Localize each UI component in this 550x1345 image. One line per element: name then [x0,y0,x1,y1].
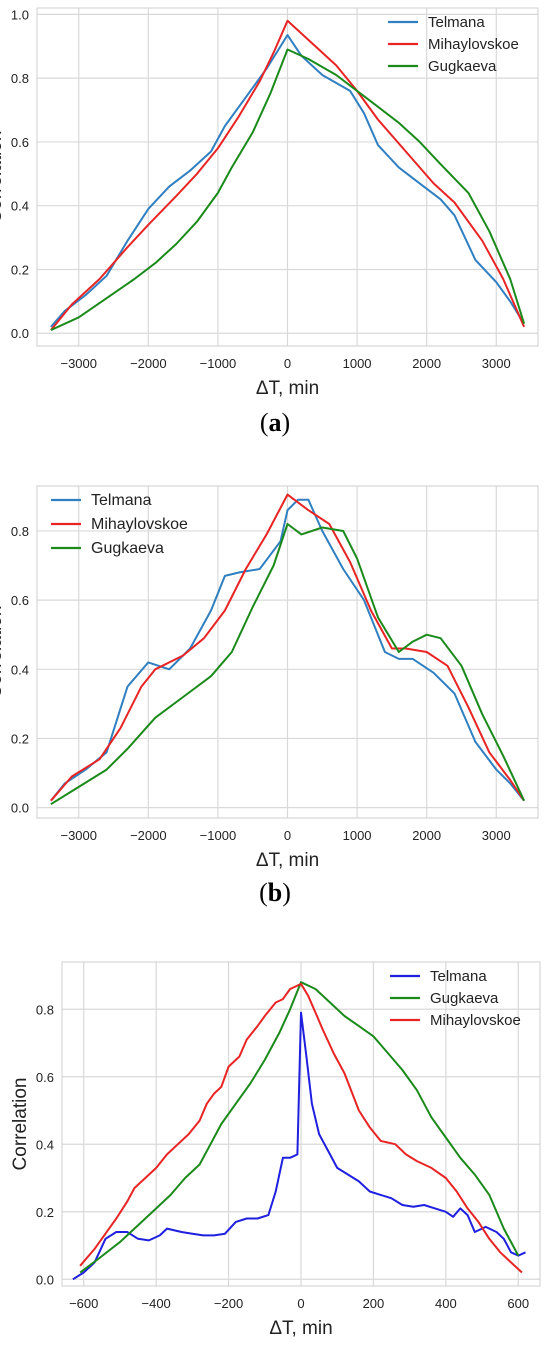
x-tick-label: −2000 [130,356,167,371]
legend: Telmana Mihaylovskoe Gugkaeva [51,492,188,557]
x-tick-label: −400 [142,1296,171,1311]
series-line-mihaylovskoe [50,19,526,331]
plot-frame [61,961,541,1287]
x-axis-label: ΔT, min [256,850,319,870]
legend: Telmana Gugkaeva Mihaylovskoe [390,968,521,1029]
chart-c-svg: −600 −400 −200 0 200 400 600 0.0 0.2 0.4 0.6 0.8 ΔT,… [10,961,541,1339]
x-tick-label: 0 [284,356,291,371]
series-line-telmana [50,498,525,802]
series-line-telmana [72,1011,526,1281]
legend-label: Mihaylovskoe [91,516,188,533]
series-line-gugkaeva [50,48,526,332]
chart-c: −600 −400 −200 0 200 400 600 0.0 0.2 0.4 0.6 0.8 ΔT,… [0,948,550,1340]
legend: Telmana Mihaylovskoe Gugkaeva [388,14,519,75]
x-tick-label: 3000 [482,828,511,843]
x-tick-label: 3000 [482,356,511,371]
series-line-gugkaeva [79,981,520,1274]
y-tick-label: 0.0 [11,326,29,341]
x-tick-label: 0 [284,828,291,843]
y-tick-label: 0.8 [11,71,29,86]
x-tick-label: −200 [214,1296,243,1311]
y-tick-label: 0.2 [36,1205,54,1220]
x-tick-label: −1000 [200,356,237,371]
caption-a: (a) [259,408,291,437]
x-tick-label: 1000 [343,356,372,371]
x-tick-label: −1000 [200,828,237,843]
x-axis-label: ΔT, min [256,378,319,399]
y-tick-label: 0.4 [36,1137,54,1152]
legend-label: Gugkaeva [430,990,499,1007]
y-tick-label: 0.4 [11,662,29,677]
x-tick-label: 1000 [343,828,372,843]
y-tick-label: 0.2 [11,262,29,277]
y-tick-label: 0.6 [36,1070,54,1085]
legend-label: Telmana [430,968,487,985]
chart-a-svg: −3000 −2000 −1000 0 1000 2000 3000 0.0 0.2 0.4 0.6… [0,7,539,399]
caption-b: (b) [259,878,291,907]
series-line-telmana [50,34,525,328]
plot-frame [36,7,539,347]
legend-label: Gugkaeva [428,58,497,75]
x-tick-label: −3000 [60,828,97,843]
x-tick-label: −600 [69,1296,98,1311]
y-tick-label: 0.6 [11,135,29,150]
x-tick-label: −2000 [130,828,167,843]
x-tick-label: 0 [297,1296,304,1311]
legend-label: Telmana [91,492,152,509]
x-tick-label: 200 [363,1296,385,1311]
caption-b-letter: b [267,878,283,907]
y-axis-label: Correlation [0,131,6,224]
y-axis-label: Correlation [10,1078,31,1171]
y-axis-label: Correlation [0,606,6,699]
x-tick-label: −3000 [60,356,97,371]
y-tick-label: 0.8 [36,1002,54,1017]
x-tick-label: 600 [507,1296,529,1311]
y-tick-label: 0.8 [11,524,29,539]
y-tick-label: 0.0 [36,1272,54,1287]
y-tick-label: 0.4 [11,199,29,214]
caption-a-letter: a [268,408,282,437]
legend-label: Gugkaeva [91,540,164,557]
chart-a: −3000 −2000 −1000 0 1000 2000 3000 0.0 0.2 0.4 0.6… [0,0,550,400]
y-tick-label: 0.6 [11,593,29,608]
x-tick-label: 2000 [412,356,441,371]
x-axis-label: ΔT, min [269,1318,332,1339]
y-tick-label: 0.2 [11,731,29,746]
legend-label: Mihaylovskoe [428,36,519,53]
x-tick-label: 400 [435,1296,457,1311]
x-tick-label: 2000 [412,828,441,843]
series-line-mihaylovskoe [79,982,523,1274]
chart-b-svg: −3000 −2000 −1000 0 1000 2000 3000 0.0 0.2 0.4 0.6… [0,485,539,871]
y-tick-label: 1.0 [11,7,29,22]
legend-label: Mihaylovskoe [430,1012,521,1029]
legend-label: Telmana [428,14,485,31]
plot-frame [36,485,539,819]
series-line-mihaylovskoe [50,493,525,802]
y-tick-label: 0.0 [11,801,29,816]
series-line-gugkaeva [50,523,526,806]
chart-b: −3000 −2000 −1000 0 1000 2000 3000 0.0 0.2 0.4 0.6… [0,470,550,871]
